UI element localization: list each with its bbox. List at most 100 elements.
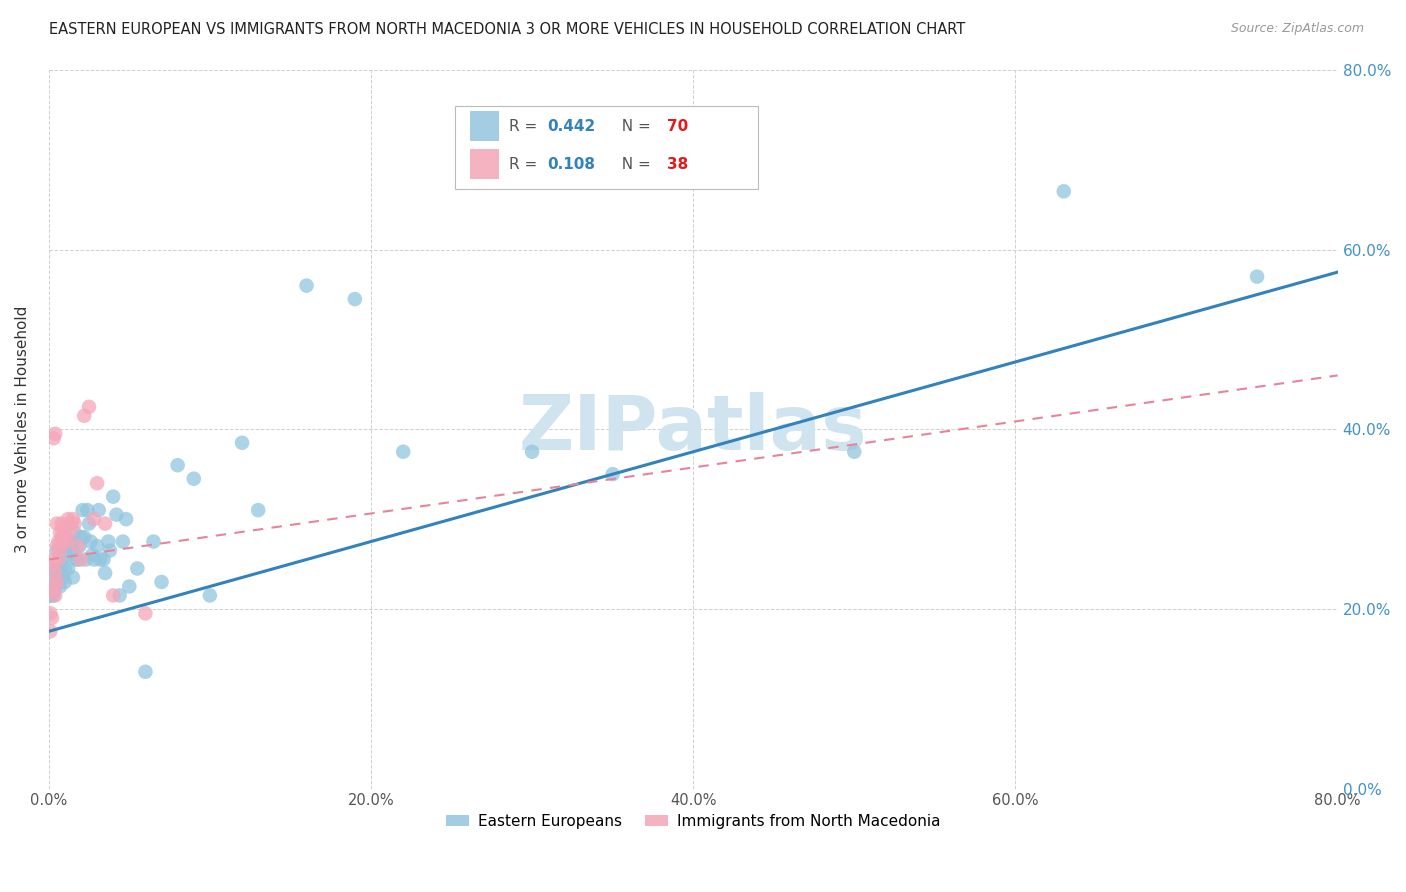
- Point: [134, 607, 156, 621]
- Point: [1246, 269, 1268, 284]
- Point: [41, 570, 63, 584]
- Point: [45, 570, 67, 584]
- Point: [44, 566, 66, 580]
- Point: [70, 530, 93, 544]
- Point: [520, 444, 543, 458]
- Point: [48, 557, 70, 571]
- Point: [52, 539, 75, 553]
- Point: [231, 435, 253, 450]
- Point: [1053, 184, 1076, 198]
- Point: [56, 539, 79, 553]
- Point: [79, 534, 101, 549]
- Point: [83, 552, 105, 566]
- Point: [48, 570, 70, 584]
- Point: [105, 508, 128, 522]
- Point: [127, 561, 149, 575]
- Point: [53, 561, 76, 575]
- Point: [108, 589, 131, 603]
- Point: [44, 589, 66, 603]
- Point: [94, 566, 117, 580]
- Point: [73, 530, 96, 544]
- Point: [62, 543, 84, 558]
- Point: [62, 512, 84, 526]
- Point: [48, 534, 70, 549]
- Point: [63, 525, 86, 540]
- Point: [142, 534, 165, 549]
- Point: [55, 534, 77, 549]
- Text: 0.442: 0.442: [547, 120, 596, 134]
- Point: [42, 431, 65, 445]
- Point: [45, 574, 67, 589]
- Point: [93, 552, 115, 566]
- Text: 0.108: 0.108: [547, 157, 596, 172]
- Point: [45, 516, 67, 531]
- Point: [83, 512, 105, 526]
- Point: [94, 516, 117, 531]
- Point: [166, 458, 188, 473]
- Point: [49, 525, 72, 540]
- Text: 70: 70: [668, 120, 689, 134]
- Y-axis label: 3 or more Vehicles in Household: 3 or more Vehicles in Household: [15, 306, 30, 553]
- FancyBboxPatch shape: [470, 111, 499, 141]
- Point: [53, 530, 76, 544]
- Point: [295, 278, 318, 293]
- Point: [59, 534, 82, 549]
- Point: [41, 552, 63, 566]
- Point: [49, 543, 72, 558]
- Point: [602, 467, 624, 482]
- Point: [51, 530, 73, 544]
- Point: [56, 512, 79, 526]
- Point: [89, 552, 111, 566]
- Point: [343, 292, 366, 306]
- Point: [111, 534, 134, 549]
- Point: [86, 476, 108, 491]
- Point: [86, 539, 108, 553]
- Point: [103, 490, 125, 504]
- Point: [39, 607, 62, 621]
- Point: [98, 543, 121, 558]
- Point: [45, 543, 67, 558]
- Point: [77, 516, 100, 531]
- Text: N =: N =: [612, 157, 655, 172]
- Point: [44, 561, 66, 575]
- Text: ZIPatlas: ZIPatlas: [519, 392, 868, 467]
- Point: [42, 589, 65, 603]
- Point: [60, 516, 83, 531]
- Point: [39, 589, 62, 603]
- Point: [41, 611, 63, 625]
- Text: EASTERN EUROPEAN VS IMMIGRANTS FROM NORTH MACEDONIA 3 OR MORE VEHICLES IN HOUSEH: EASTERN EUROPEAN VS IMMIGRANTS FROM NORT…: [49, 22, 966, 37]
- Point: [76, 503, 98, 517]
- Point: [103, 589, 125, 603]
- FancyBboxPatch shape: [470, 149, 499, 179]
- Point: [66, 552, 89, 566]
- Point: [63, 516, 86, 531]
- Point: [60, 539, 83, 553]
- Text: N =: N =: [612, 120, 655, 134]
- Point: [52, 521, 75, 535]
- Point: [150, 574, 173, 589]
- Point: [247, 503, 270, 517]
- Point: [41, 583, 63, 598]
- Point: [77, 400, 100, 414]
- Text: 38: 38: [668, 157, 689, 172]
- Point: [41, 589, 63, 603]
- Text: R =: R =: [509, 120, 541, 134]
- Point: [115, 512, 138, 526]
- Point: [51, 516, 73, 531]
- Point: [42, 579, 65, 593]
- Point: [55, 548, 77, 562]
- Text: Source: ZipAtlas.com: Source: ZipAtlas.com: [1230, 22, 1364, 36]
- Point: [67, 539, 90, 553]
- Point: [198, 589, 221, 603]
- Point: [42, 557, 65, 571]
- Point: [51, 552, 73, 566]
- Point: [42, 583, 65, 598]
- Point: [45, 539, 67, 553]
- Point: [82, 548, 104, 562]
- Point: [45, 574, 67, 589]
- Point: [75, 552, 97, 566]
- Legend: Eastern Europeans, Immigrants from North Macedonia: Eastern Europeans, Immigrants from North…: [440, 807, 946, 835]
- Point: [44, 426, 66, 441]
- Text: R =: R =: [509, 157, 541, 172]
- Point: [56, 561, 79, 575]
